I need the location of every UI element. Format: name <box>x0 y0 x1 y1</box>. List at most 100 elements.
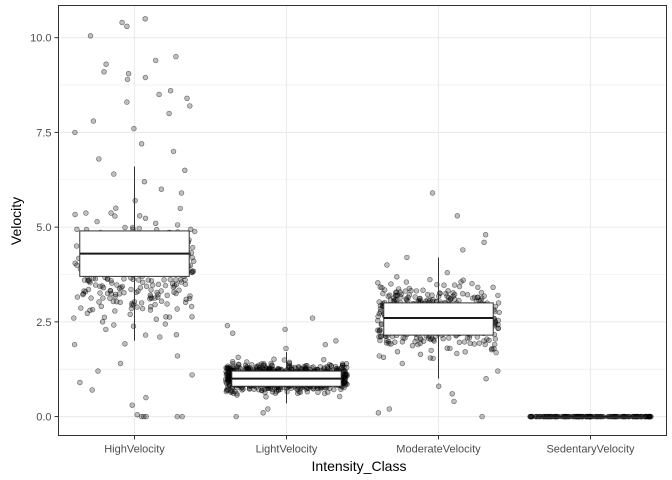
data-point <box>81 288 87 294</box>
data-point <box>394 297 400 304</box>
data-point <box>179 413 185 420</box>
data-point <box>309 315 316 321</box>
data-point <box>112 213 118 219</box>
data-point <box>142 74 149 81</box>
data-point <box>377 306 384 312</box>
data-point <box>331 386 337 393</box>
data-point <box>100 285 107 291</box>
data-point <box>436 383 442 389</box>
data-point <box>167 276 174 283</box>
data-point <box>337 393 343 400</box>
data-point <box>135 277 142 283</box>
data-point <box>460 247 466 253</box>
data-point <box>111 322 117 328</box>
data-point <box>162 282 169 289</box>
data-point <box>315 389 321 396</box>
data-point <box>467 340 473 346</box>
data-point <box>124 76 131 83</box>
data-point <box>122 341 128 347</box>
data-point <box>99 319 106 325</box>
data-point <box>454 350 460 357</box>
data-point <box>164 292 170 298</box>
data-point <box>77 379 83 386</box>
data-point <box>157 334 163 340</box>
data-point <box>162 321 169 327</box>
data-point <box>72 129 78 136</box>
data-point <box>529 413 535 420</box>
data-point <box>155 294 161 300</box>
data-point <box>143 283 150 289</box>
data-point <box>145 277 152 283</box>
data-point <box>488 347 495 353</box>
data-point <box>262 389 268 395</box>
data-point <box>225 375 232 382</box>
data-point <box>383 340 390 346</box>
data-point <box>101 314 108 320</box>
data-point <box>132 197 138 204</box>
data-point <box>178 190 185 196</box>
data-point <box>121 276 127 282</box>
data-point <box>456 283 463 290</box>
data-point <box>384 262 390 268</box>
data-point <box>242 362 249 368</box>
data-point <box>184 95 190 102</box>
data-point <box>398 294 404 300</box>
data-point <box>124 23 130 29</box>
data-point <box>375 318 381 324</box>
data-point <box>171 289 177 295</box>
data-point <box>447 345 453 352</box>
data-point <box>286 362 292 369</box>
data-point <box>379 285 385 291</box>
data-point <box>136 225 142 232</box>
data-point <box>230 330 236 336</box>
data-point <box>236 361 242 367</box>
data-point <box>103 326 109 333</box>
data-point <box>225 365 231 371</box>
data-point <box>481 239 487 246</box>
data-point <box>412 294 418 300</box>
data-point <box>153 220 159 227</box>
data-point <box>161 277 167 283</box>
data-point <box>461 339 468 345</box>
data-point <box>100 295 106 301</box>
data-point <box>96 299 102 305</box>
data-point <box>283 345 289 352</box>
data-point <box>125 70 132 77</box>
data-point <box>122 224 128 231</box>
data-point <box>527 413 533 420</box>
data-point <box>111 171 117 177</box>
data-point <box>107 295 113 302</box>
data-point <box>445 288 451 294</box>
data-point <box>249 362 255 368</box>
data-point <box>173 53 179 60</box>
data-point <box>235 354 241 360</box>
data-point <box>153 316 160 322</box>
data-point <box>92 282 99 288</box>
data-point <box>137 285 144 291</box>
data-point <box>394 349 401 355</box>
data-point <box>430 297 436 303</box>
data-point <box>492 336 499 342</box>
x-tick-label: ModerateVelocity <box>396 444 481 456</box>
data-point <box>322 390 328 397</box>
data-point <box>141 413 147 420</box>
data-point <box>117 360 124 367</box>
data-point <box>87 307 93 313</box>
data-point <box>448 295 454 301</box>
data-point <box>341 372 347 378</box>
data-point <box>444 269 450 276</box>
data-point <box>271 356 277 362</box>
data-point <box>129 300 135 306</box>
data-point <box>429 292 435 298</box>
data-point <box>460 277 466 283</box>
data-point <box>404 254 410 261</box>
data-point <box>394 274 400 280</box>
data-point <box>451 282 458 288</box>
data-point <box>395 292 401 298</box>
data-point <box>189 314 195 320</box>
data-point <box>174 353 181 359</box>
data-point <box>158 186 165 192</box>
data-point <box>71 341 78 348</box>
data-point <box>376 328 382 335</box>
